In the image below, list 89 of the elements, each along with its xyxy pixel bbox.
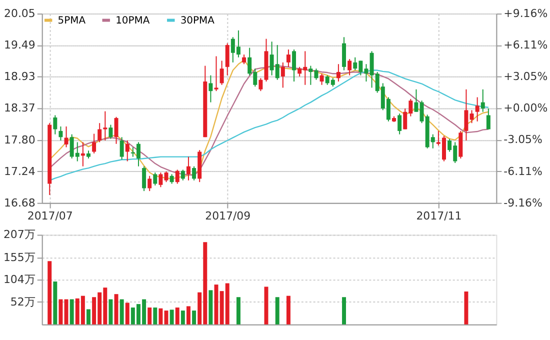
bar [342, 297, 346, 324]
legend-label: 5PMA [58, 15, 86, 26]
bar [153, 308, 158, 324]
candlestick [398, 113, 402, 135]
y-tick-label: 18.93 [4, 70, 36, 83]
candlestick [108, 124, 113, 140]
candlestick [125, 140, 130, 162]
bar [108, 299, 113, 324]
bar [236, 297, 240, 324]
candlestick [475, 96, 480, 122]
candlestick [98, 122, 102, 143]
candlestick [414, 88, 418, 112]
bar [180, 310, 185, 324]
x-tick-label: 2017/11 [416, 209, 462, 222]
candlestick [470, 110, 474, 124]
candlestick [180, 169, 185, 181]
y-tick-label: 207万 [3, 228, 36, 242]
bar [164, 310, 168, 324]
bar [86, 309, 90, 324]
candlestick [120, 136, 124, 160]
bar [114, 294, 118, 324]
candlestick [486, 108, 490, 130]
bar [53, 282, 58, 324]
bar [170, 310, 174, 324]
x-tick-label: 2017/09 [205, 209, 251, 222]
candlestick [286, 49, 290, 68]
candlestick [220, 60, 224, 86]
y-tick-label: 155万 [3, 250, 36, 264]
candlestick [103, 110, 108, 142]
y-tick-label: 52万 [10, 295, 36, 308]
bar [275, 297, 280, 324]
candlestick [114, 116, 118, 144]
candlestick [158, 172, 163, 188]
y-tick-label: 17.24 [4, 164, 36, 178]
y2-tick-label: +3.05% [504, 70, 548, 84]
candlestick [175, 169, 180, 184]
bar [48, 261, 52, 324]
y2-tick-label: +9.16% [504, 7, 548, 20]
candlestick [148, 175, 152, 192]
bar [208, 290, 213, 324]
y-tick-label: 20.05 [4, 7, 36, 20]
candlestick [480, 88, 485, 112]
y2-tick-label: +6.11% [504, 38, 548, 52]
candlestick [342, 36, 346, 71]
candlestick [214, 56, 218, 92]
y2-tick-label: -3.05% [504, 133, 542, 146]
bar [158, 308, 163, 324]
y2-tick-label: -9.16% [504, 196, 542, 210]
candlestick [464, 88, 468, 142]
bar [148, 308, 152, 324]
candlestick [242, 54, 246, 65]
bar [64, 299, 68, 324]
candlestick [53, 114, 58, 135]
y-tick-label: 104万 [3, 272, 36, 286]
candlestick [336, 64, 340, 82]
candlestick [208, 74, 213, 103]
bar [464, 291, 468, 324]
candlestick [170, 174, 174, 184]
candlestick [292, 49, 296, 82]
candlestick [164, 170, 168, 183]
bar [186, 306, 190, 324]
bar [192, 310, 196, 324]
candlestick [225, 42, 230, 76]
y-tick-label: 16.68 [4, 196, 36, 210]
bar [125, 302, 130, 324]
bar [175, 308, 180, 324]
candlestick [142, 166, 146, 192]
y-tick-label: 18.37 [4, 101, 36, 114]
candlestick [186, 156, 190, 181]
candlestick [320, 73, 324, 86]
candlestick [280, 62, 285, 88]
y-tick-label: 17.80 [4, 133, 36, 146]
candlestick [192, 166, 196, 181]
x-tick-label: 2017/07 [27, 209, 73, 222]
candlestick [153, 172, 158, 186]
candlestick [348, 58, 352, 76]
y-tick-label: 19.49 [4, 38, 36, 52]
legend-label: 10PMA [116, 15, 150, 26]
candlestick [258, 78, 263, 92]
y2-tick-label: +0.00% [504, 102, 548, 115]
bar [120, 299, 124, 324]
candlestick [64, 126, 68, 148]
y2-tick-label: -6.11% [504, 164, 542, 178]
legend-label: 30PMA [180, 15, 215, 26]
bar [70, 299, 74, 324]
candlestick [58, 126, 63, 142]
candlestick [92, 133, 96, 154]
bar [286, 296, 290, 324]
bar [58, 299, 63, 324]
